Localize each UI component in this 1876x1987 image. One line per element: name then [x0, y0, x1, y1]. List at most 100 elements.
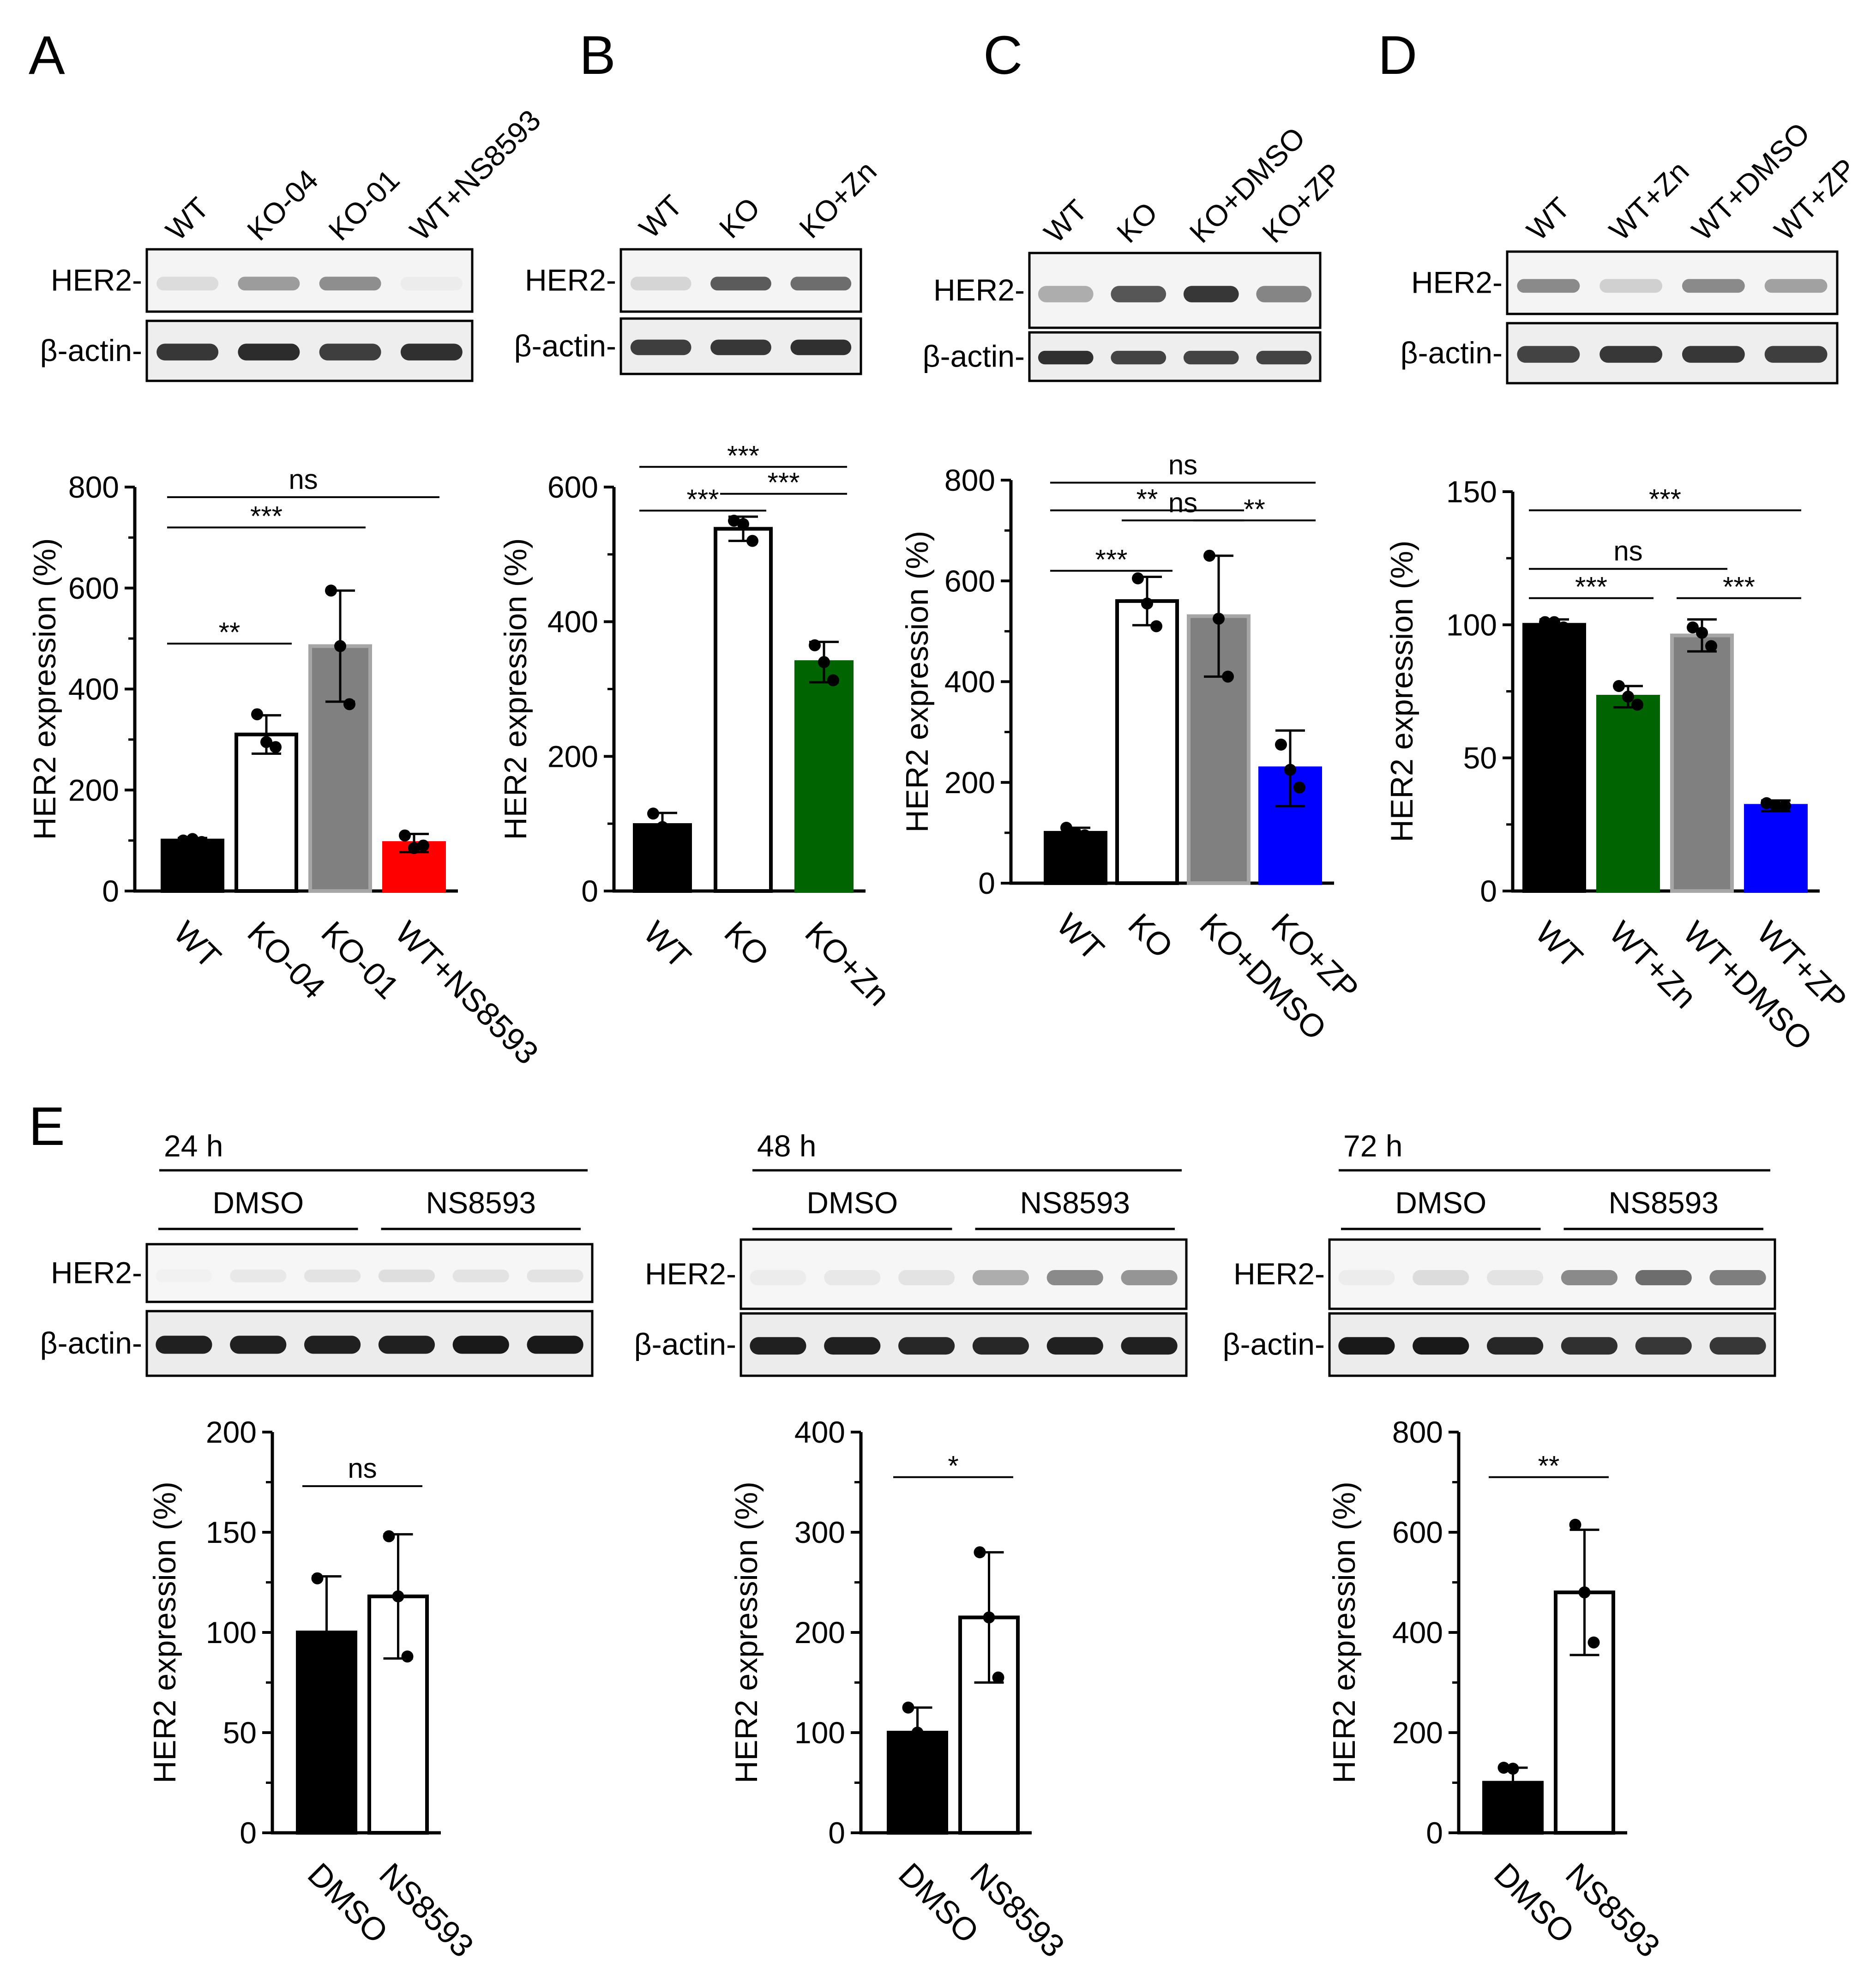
data-point [251, 708, 263, 721]
data-point [1622, 691, 1634, 703]
data-point [827, 674, 839, 686]
data-point [1516, 1792, 1528, 1804]
C-actin-band [1111, 350, 1166, 365]
actin-blot-box [1328, 1312, 1776, 1377]
B-actin-band [630, 339, 691, 355]
data-point [902, 1701, 914, 1714]
blot-lane-label: WT [159, 191, 215, 247]
x-category-label: KO-04 [241, 914, 332, 1006]
D-her2-band [1517, 279, 1580, 293]
bar-wt-zp [1744, 804, 1808, 893]
A-her2-band [400, 277, 463, 291]
E24-her2-band [378, 1270, 435, 1283]
y-tick-label: 0 [828, 1816, 845, 1850]
bar-ko-dmso [1187, 614, 1251, 885]
her2-blot-box [145, 1243, 594, 1303]
her2-row-label: HER2- [1411, 265, 1503, 300]
blot-panel-b: HER2- β-actin- WT KO KO+Zn [514, 154, 883, 375]
y-tick-label: 150 [1446, 475, 1497, 509]
data-point [818, 656, 830, 668]
data-point [737, 518, 749, 530]
E72-her2-band [1413, 1270, 1469, 1285]
y-tick-label: 200 [1392, 1716, 1443, 1750]
y-tick-label: 0 [978, 866, 995, 900]
B-her2-band [710, 277, 771, 291]
data-point [334, 640, 346, 652]
data-point [1569, 1518, 1581, 1531]
x-category-label: WT [1050, 906, 1111, 967]
x-category-label: WT [1528, 914, 1589, 975]
E72-actin-band [1561, 1337, 1618, 1355]
her2-blot-box [740, 1238, 1188, 1310]
data-point [177, 834, 189, 847]
D-her2-band [1599, 279, 1663, 293]
E48-actin-band [750, 1337, 806, 1355]
y-tick-label: 0 [1480, 874, 1497, 908]
significance-label: ns [1168, 487, 1197, 518]
y-tick-label: 200 [206, 1415, 257, 1449]
data-point [1696, 626, 1708, 639]
data-point [1779, 800, 1791, 812]
significance-label: ** [1244, 494, 1265, 524]
data-point [1539, 616, 1551, 628]
data-point [656, 821, 668, 833]
E72-her2-band [1709, 1270, 1766, 1285]
data-point [1060, 821, 1072, 834]
timepoint-label: 24 h [164, 1129, 223, 1163]
E72-actin-band [1709, 1337, 1766, 1355]
E72-actin-band [1413, 1337, 1469, 1355]
E48-her2-band [824, 1270, 881, 1285]
E24-actin-band [527, 1336, 583, 1354]
data-point [399, 829, 411, 842]
y-tick-label: 150 [206, 1515, 257, 1549]
chart-b: 0 200 400 600 HER2 expression (%) WT KO KO+Zn **… [498, 440, 897, 1013]
D-actin-band [1599, 346, 1663, 363]
y-tick-label: 600 [944, 564, 995, 598]
data-point [1222, 670, 1234, 683]
significance-label: * [948, 1451, 958, 1481]
data-point [401, 1650, 414, 1663]
E48-actin-band [1121, 1337, 1178, 1355]
E24-her2-band [527, 1270, 583, 1283]
E72-actin-band [1338, 1337, 1395, 1355]
E72-her2-band [1486, 1270, 1544, 1285]
bar-ko-zn [794, 660, 854, 893]
D-actin-band [1682, 346, 1745, 363]
y-tick-label: 200 [547, 739, 598, 773]
data-point [1770, 800, 1782, 812]
C-her2-band [1038, 286, 1094, 302]
bar-wt [161, 838, 224, 893]
data-point [809, 639, 821, 651]
data-point [746, 535, 758, 547]
x-category-label: NS8593 [963, 1856, 1071, 1964]
x-category-label: DMSO [1487, 1856, 1581, 1950]
actin-row-label: β-actin- [923, 339, 1025, 373]
bar-ko [714, 527, 773, 893]
E72-her2-band [1635, 1270, 1692, 1285]
y-tick-label: 200 [944, 765, 995, 800]
A-actin-band [238, 343, 300, 361]
y-tick-label: 100 [794, 1716, 845, 1750]
blot-lane-label: WT+Zn [1603, 154, 1696, 247]
B-actin-band [710, 339, 771, 355]
y-tick-label: 100 [206, 1615, 257, 1650]
B-her2-band [790, 277, 852, 291]
x-category-label: WT [167, 914, 228, 975]
data-point [911, 1727, 924, 1739]
chart-e72: 0 200 400 600 800 HER2 expression (%) DMSONS85… [1327, 1415, 1667, 1964]
blot-lane-label: WT+NS8593 [403, 103, 547, 247]
treatment-group-label: DMSO [1395, 1186, 1486, 1220]
data-point [1705, 640, 1717, 652]
B-her2-band [630, 277, 691, 291]
data-point [1557, 621, 1569, 634]
x-category-label: KO+Zn [798, 914, 896, 1012]
E72-her2-band [1561, 1270, 1618, 1285]
data-point [1079, 829, 1091, 842]
western-blots: HER2-β-actin-WT KO-04KO-01WT+NS8593HER2-β… [40, 103, 1863, 1377]
treatment-group-label: NS8593 [1608, 1186, 1719, 1220]
E48-actin-band [972, 1337, 1029, 1355]
panel-label-e: E [29, 1096, 65, 1157]
y-axis-title: HER2 expression (%) [729, 1481, 764, 1783]
E72-actin-band [1635, 1337, 1692, 1355]
